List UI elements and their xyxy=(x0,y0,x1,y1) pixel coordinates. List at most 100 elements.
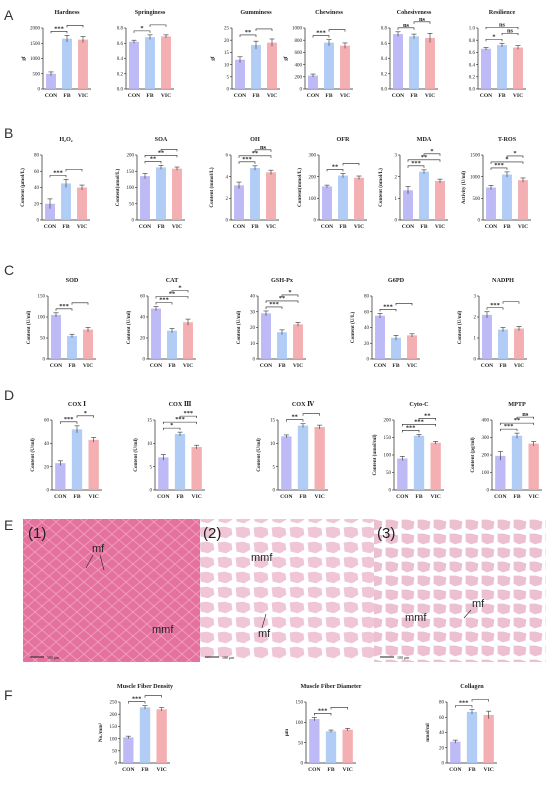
x-tick-label: FB xyxy=(278,363,285,369)
significance-bracket xyxy=(418,418,436,421)
x-tick-label: CON xyxy=(45,93,57,99)
y-tick-label: 150 xyxy=(384,436,392,441)
chart-1: Hardness 0 500 1000 1500 2000 gf CON FB VIC *** xyxy=(21,9,91,99)
y-axis-label: Content (U/ml) xyxy=(25,310,32,344)
bar-fb xyxy=(167,330,177,359)
bar-fb xyxy=(498,329,508,359)
significance-bracket xyxy=(286,419,304,422)
significance-label: * xyxy=(170,422,173,429)
y-tick-label: 40 xyxy=(364,326,370,331)
chart-title: MPTP xyxy=(508,401,526,408)
bar-fb xyxy=(324,42,334,89)
y-tick-label: 10 xyxy=(250,342,256,347)
x-tick-label: FB xyxy=(498,93,505,99)
bar-vic xyxy=(314,427,325,490)
y-tick-label: 0 xyxy=(47,489,50,494)
x-tick-label: VIC xyxy=(340,93,350,99)
significance-bracket xyxy=(160,149,178,152)
significance-bracket xyxy=(379,309,397,312)
y-tick-label: 500 xyxy=(33,72,41,77)
scale-bar-label-3: 100 μm xyxy=(397,655,410,660)
chart-title: CAT xyxy=(166,277,179,284)
significance-label: *** xyxy=(175,416,185,423)
significance-bracket xyxy=(314,713,332,716)
x-tick-label: CON xyxy=(128,93,140,99)
significance-label: *** xyxy=(184,410,194,417)
y-tick-label: 60 xyxy=(44,419,50,424)
y-tick-label: 0.8 xyxy=(469,39,476,44)
y-tick-label: 60 xyxy=(140,295,146,300)
x-tick-label: CON xyxy=(157,494,169,500)
significance-bracket xyxy=(60,421,78,424)
chart-title: COX Ⅳ xyxy=(292,401,315,408)
y-tick-label: 1 xyxy=(395,197,398,202)
x-tick-label: VIC xyxy=(89,494,99,500)
significance-bracket xyxy=(490,167,508,170)
bar-vic xyxy=(156,709,167,763)
x-tick-label: VIC xyxy=(315,494,325,500)
x-tick-label: FB xyxy=(73,494,80,500)
x-tick-label: CON xyxy=(44,224,56,230)
x-tick-label: CON xyxy=(139,224,151,230)
annotation-mmf-1: mmf xyxy=(152,624,174,636)
x-tick-label: CON xyxy=(449,767,461,773)
y-tick-label: 400 xyxy=(482,419,490,424)
y-tick-label: 50 xyxy=(129,202,135,207)
y-tick-label: 60 xyxy=(439,716,445,721)
bar-vic xyxy=(340,45,350,89)
y-tick-label: 15 xyxy=(147,419,153,424)
significance-bracket xyxy=(395,303,413,306)
y-axis-label: Content (U/ml) xyxy=(456,310,463,344)
significance-label: ns xyxy=(260,144,267,151)
y-tick-label: 20 xyxy=(34,202,40,207)
x-tick-label: FB xyxy=(513,494,520,500)
bar-con xyxy=(309,719,320,763)
significance-label: * xyxy=(492,33,495,40)
significance-bracket xyxy=(402,424,436,427)
significance-bracket xyxy=(413,21,431,24)
y-tick-label: 200 xyxy=(127,154,135,159)
x-tick-label: VIC xyxy=(266,224,276,230)
y-tick-label: 0.2 xyxy=(469,76,476,81)
significance-bracket xyxy=(255,28,273,31)
bar-vic xyxy=(266,172,276,220)
bar-con xyxy=(397,458,408,490)
y-tick-label: 3 xyxy=(395,154,398,159)
x-tick-label: VIC xyxy=(407,363,417,369)
bar-vic xyxy=(77,187,87,220)
y-tick-label: 800 xyxy=(295,39,303,44)
bar-con xyxy=(123,737,134,763)
y-tick-label: 80 xyxy=(439,701,445,706)
significance-bracket xyxy=(144,695,162,698)
x-tick-label: VIC xyxy=(293,363,303,369)
bar-vic xyxy=(528,443,539,490)
significance-label: ** xyxy=(424,412,430,419)
significance-bracket xyxy=(55,308,73,311)
x-tick-label: FB xyxy=(63,93,70,99)
bar-fb xyxy=(139,707,151,763)
significance-bracket xyxy=(155,296,189,299)
panel-label-e: E xyxy=(4,517,13,533)
significance-bracket xyxy=(423,153,441,156)
y-tick-label: 1.0 xyxy=(469,27,476,32)
y-axis-label: Content (pg/ml) xyxy=(469,437,476,473)
y-tick-label: 15 xyxy=(224,51,230,56)
bar-fb xyxy=(409,36,419,89)
significance-label: *** xyxy=(318,707,328,714)
bar-vic xyxy=(513,47,523,89)
y-tick-label: 0 xyxy=(115,762,118,767)
y-tick-label: 1000 xyxy=(470,175,481,180)
y-tick-label: 0 xyxy=(367,358,370,363)
y-tick-label: 0 xyxy=(273,489,276,494)
significance-label: ** xyxy=(252,150,258,157)
bar-con xyxy=(308,75,318,89)
chart-10: OFR 0 100 200 300 Content(mmol/L) CON FB VIC ** xyxy=(296,136,367,230)
bar-fb xyxy=(277,332,287,359)
bar-con xyxy=(486,187,496,220)
x-tick-label: VIC xyxy=(77,224,87,230)
significance-bracket xyxy=(485,26,519,30)
x-tick-label: CON xyxy=(307,93,319,99)
histology-image-2 xyxy=(200,519,374,662)
